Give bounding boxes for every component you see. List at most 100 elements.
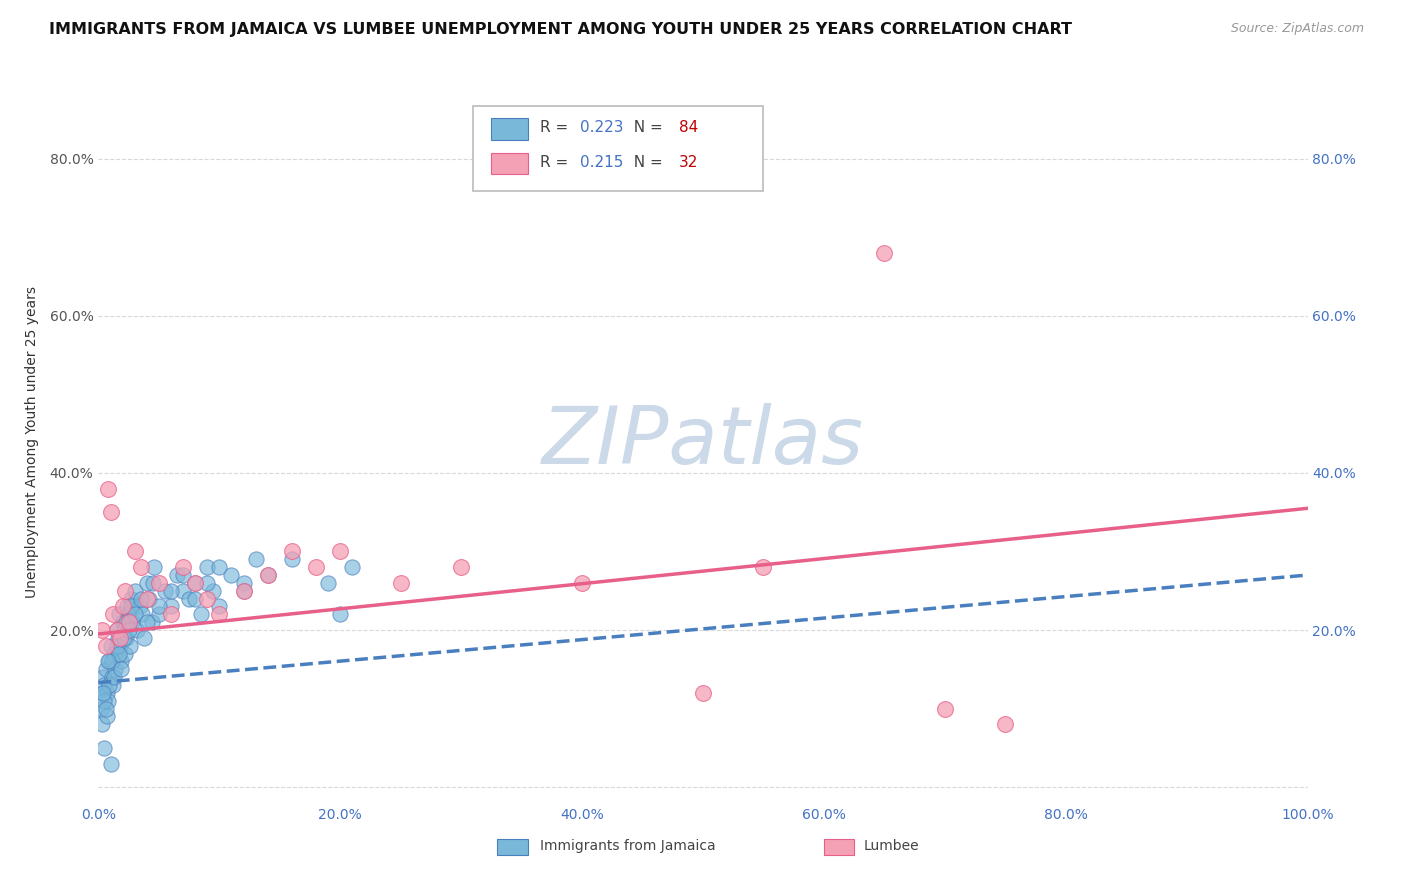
Point: [117, 599, 139, 614]
Point: [752, 560, 775, 574]
Point: [115, 615, 138, 630]
Point: [994, 717, 1017, 731]
Point: [184, 575, 207, 590]
Point: [98, 678, 121, 692]
Point: [195, 575, 218, 590]
Point: [184, 591, 207, 606]
Point: [184, 575, 207, 590]
Point: [128, 599, 150, 614]
Point: [179, 591, 201, 606]
Text: Lumbee: Lumbee: [863, 839, 920, 853]
Text: N =: N =: [624, 155, 668, 170]
Point: [118, 615, 141, 630]
Point: [166, 568, 188, 582]
Point: [97, 694, 120, 708]
Point: [108, 647, 131, 661]
Point: [256, 568, 278, 582]
Point: [124, 607, 146, 622]
Point: [98, 655, 121, 669]
Point: [934, 701, 956, 715]
Text: R =: R =: [540, 120, 572, 136]
Point: [148, 575, 170, 590]
Point: [143, 560, 166, 574]
Point: [135, 575, 157, 590]
Text: 0.223: 0.223: [579, 120, 623, 136]
Point: [114, 647, 136, 661]
Point: [100, 670, 122, 684]
Point: [450, 560, 472, 574]
FancyBboxPatch shape: [474, 105, 763, 191]
Point: [195, 560, 218, 574]
Point: [114, 583, 136, 598]
Text: 84: 84: [679, 120, 697, 136]
Point: [108, 631, 131, 645]
FancyBboxPatch shape: [492, 153, 527, 174]
Point: [208, 560, 231, 574]
Point: [232, 583, 254, 598]
Point: [120, 591, 142, 606]
Point: [93, 740, 115, 755]
Point: [129, 560, 152, 574]
Point: [100, 756, 122, 771]
Point: [281, 552, 304, 566]
Point: [190, 607, 212, 622]
Point: [104, 662, 127, 676]
Point: [111, 615, 134, 630]
Y-axis label: Unemployment Among Youth under 25 years: Unemployment Among Youth under 25 years: [24, 285, 38, 598]
Point: [96, 686, 118, 700]
FancyBboxPatch shape: [498, 838, 527, 855]
Point: [160, 607, 183, 622]
Point: [208, 607, 231, 622]
FancyBboxPatch shape: [492, 118, 527, 139]
Point: [160, 599, 183, 614]
Point: [94, 662, 117, 676]
Point: [202, 583, 225, 598]
Point: [221, 568, 243, 582]
Point: [118, 639, 141, 653]
Point: [148, 607, 170, 622]
Point: [172, 560, 194, 574]
Point: [110, 662, 132, 676]
Point: [94, 639, 117, 653]
Point: [90, 701, 112, 715]
Point: [389, 575, 412, 590]
Point: [115, 631, 138, 645]
Point: [195, 591, 218, 606]
Point: [135, 615, 157, 630]
Point: [108, 639, 131, 653]
Point: [111, 599, 134, 614]
Point: [107, 631, 129, 645]
Point: [160, 583, 183, 598]
Text: Immigrants from Jamaica: Immigrants from Jamaica: [540, 839, 716, 853]
Point: [91, 686, 114, 700]
Text: R =: R =: [540, 155, 572, 170]
Point: [103, 670, 125, 684]
Point: [96, 709, 118, 723]
Point: [100, 505, 122, 519]
Text: ZIPatlas: ZIPatlas: [541, 402, 865, 481]
Point: [124, 544, 146, 558]
Point: [100, 639, 122, 653]
Text: 0.215: 0.215: [579, 155, 623, 170]
Point: [134, 631, 156, 645]
Point: [105, 623, 128, 637]
Point: [172, 568, 194, 582]
Text: N =: N =: [624, 120, 668, 136]
Point: [232, 583, 254, 598]
Point: [124, 583, 146, 598]
Point: [129, 591, 152, 606]
Point: [101, 607, 124, 622]
Point: [97, 482, 120, 496]
Point: [148, 599, 170, 614]
Point: [101, 678, 124, 692]
Point: [110, 655, 132, 669]
Point: [91, 686, 114, 700]
Point: [316, 575, 339, 590]
Text: IMMIGRANTS FROM JAMAICA VS LUMBEE UNEMPLOYMENT AMONG YOUTH UNDER 25 YEARS CORREL: IMMIGRANTS FROM JAMAICA VS LUMBEE UNEMPL…: [49, 22, 1073, 37]
Point: [329, 607, 352, 622]
Point: [100, 655, 122, 669]
Point: [120, 599, 142, 614]
Point: [112, 623, 135, 637]
Point: [121, 615, 143, 630]
Point: [138, 591, 160, 606]
